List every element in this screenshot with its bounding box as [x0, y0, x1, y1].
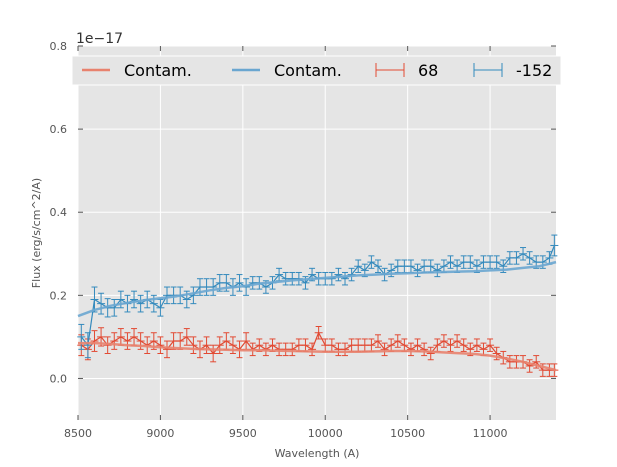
plot-area: [78, 46, 556, 420]
legend: Contam. Contam. 68 -152: [71, 55, 562, 86]
x-tick-label: 9500: [229, 427, 257, 440]
x-tick-label: 10000: [308, 427, 343, 440]
legend-label: -152: [516, 61, 552, 80]
contam-line: [77, 260, 557, 318]
x-tick-label: 9000: [146, 427, 174, 440]
legend-errorbar-marker: [473, 63, 503, 77]
x-axis-label: Wavelength (A): [275, 447, 360, 460]
legend-label: 68: [418, 61, 438, 80]
x-tick-label: 11000: [473, 427, 508, 440]
legend-label: Contam.: [274, 61, 342, 80]
y-tick-label: 0.6: [50, 123, 68, 136]
y-tick-label: 0.0: [50, 372, 68, 385]
y-tick-label: 0.8: [50, 40, 68, 53]
y-tick-label: 0.2: [50, 289, 68, 302]
legend-label: Contam.: [124, 61, 192, 80]
legend-errorbar-marker: [375, 63, 405, 77]
x-tick-label: 8500: [64, 427, 92, 440]
y-tick-label: 0.4: [50, 206, 68, 219]
contam-line: [78, 341, 557, 372]
series-layer: [77, 234, 559, 377]
y-offset-label: 1e−17: [76, 31, 123, 47]
grid: [77, 45, 556, 420]
axes: 8500 9000 9500 10000 10500 11000 0.0 0.2 0.4 0.6 0…: [50, 40, 556, 440]
y-axis-label: Flux (erg/s/cm^2/A): [30, 178, 43, 288]
x-tick-label: 10500: [390, 427, 425, 440]
